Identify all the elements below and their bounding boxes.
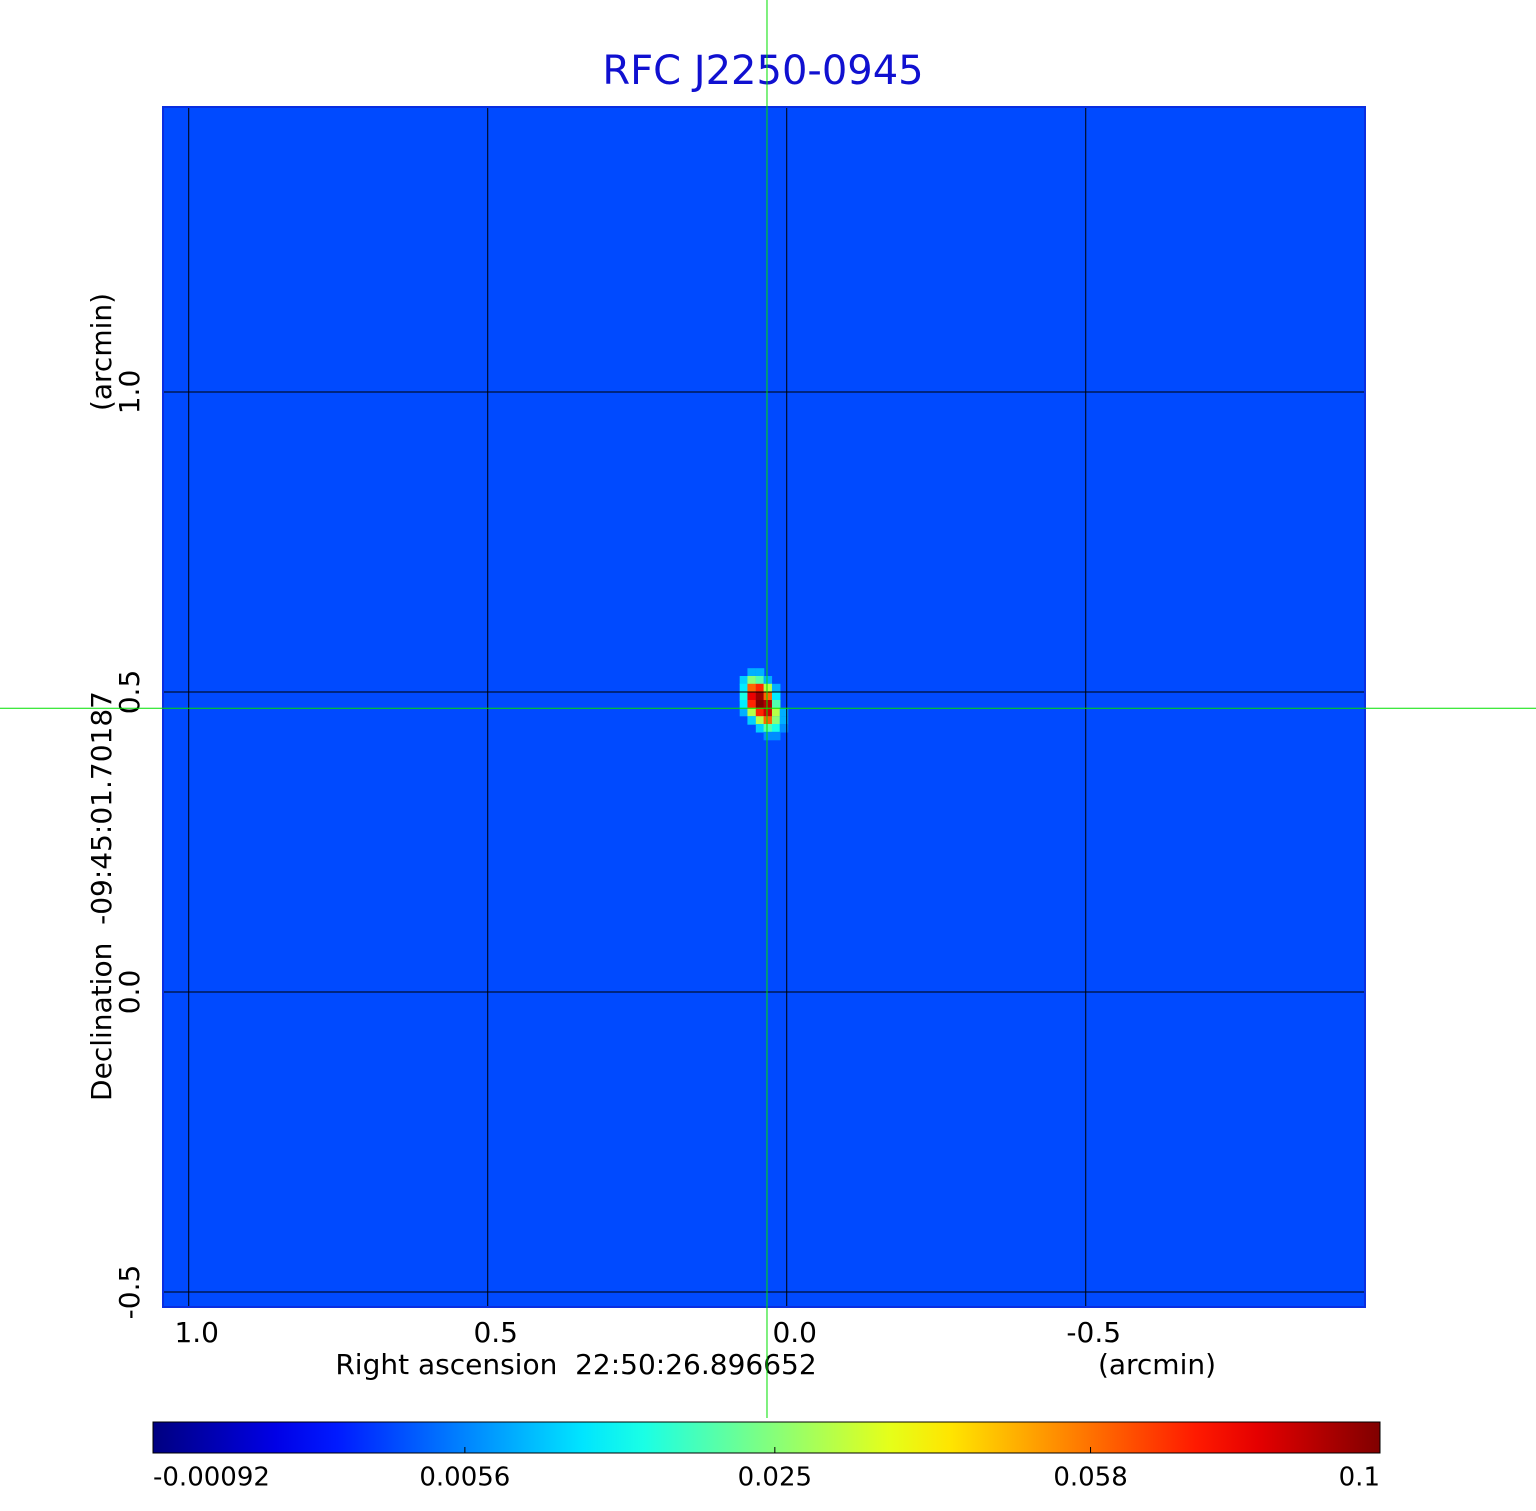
pixel bbox=[763, 700, 773, 709]
y-axis-unit: (arcmin) bbox=[85, 293, 118, 411]
pixel bbox=[763, 692, 773, 701]
pixel bbox=[755, 700, 765, 709]
pixel bbox=[747, 707, 756, 717]
colorbar-tick-label: -0.00092 bbox=[153, 1463, 270, 1493]
plot-frame bbox=[162, 106, 1366, 1308]
pixel bbox=[755, 676, 765, 685]
x-tick-label: 0.0 bbox=[772, 1316, 817, 1349]
colorbar-tick-label: 0.1 bbox=[1339, 1463, 1380, 1493]
pixel bbox=[755, 707, 765, 717]
pixel bbox=[779, 716, 789, 725]
pixel bbox=[755, 724, 765, 733]
pixel bbox=[755, 692, 765, 701]
pixel bbox=[771, 692, 781, 701]
y-tick-label: 0.0 bbox=[113, 970, 146, 1015]
pixel bbox=[755, 668, 765, 677]
pixel bbox=[771, 724, 781, 733]
x-tick-label: 1.0 bbox=[174, 1316, 219, 1349]
pixel bbox=[763, 683, 773, 693]
pixel bbox=[763, 676, 773, 685]
colorbar-tick-label: 0.0056 bbox=[419, 1463, 510, 1493]
y-tick-label: 0.5 bbox=[113, 670, 146, 715]
x-tick-label: -0.5 bbox=[1066, 1316, 1121, 1349]
chart-title: RFC J2250-0945 bbox=[602, 48, 923, 94]
y-axis-label: Declination -09:45:01.70187 bbox=[85, 691, 118, 1101]
pixel bbox=[747, 700, 756, 709]
pixel bbox=[763, 724, 773, 733]
y-tick-label: -0.5 bbox=[113, 1265, 146, 1320]
y-tick-label: 1.0 bbox=[113, 370, 146, 415]
pixel bbox=[747, 716, 756, 725]
pixel bbox=[747, 668, 756, 677]
pixel bbox=[739, 676, 749, 685]
pixel bbox=[747, 683, 756, 693]
pixel bbox=[771, 707, 781, 717]
pixel bbox=[779, 724, 789, 733]
colorbar bbox=[152, 1421, 1381, 1454]
x-tick-label: 0.5 bbox=[473, 1316, 518, 1349]
pixel bbox=[739, 700, 749, 709]
colorbar-tick-label: 0.058 bbox=[1053, 1463, 1127, 1493]
pixel bbox=[771, 700, 781, 709]
pixel bbox=[779, 707, 789, 717]
pixel bbox=[747, 676, 756, 685]
pixel bbox=[755, 683, 765, 693]
pixel bbox=[771, 716, 781, 725]
pixel bbox=[739, 683, 749, 693]
x-axis-unit: (arcmin) bbox=[1098, 1348, 1216, 1381]
pixel bbox=[739, 692, 749, 701]
x-axis-label: Right ascension 22:50:26.896652 bbox=[335, 1348, 816, 1381]
colorbar-tick-label: 0.025 bbox=[738, 1463, 812, 1493]
pixel bbox=[739, 707, 749, 717]
pixel bbox=[747, 692, 756, 701]
pixel bbox=[763, 707, 773, 717]
pixel bbox=[755, 716, 765, 725]
pixel bbox=[763, 731, 773, 741]
pixel bbox=[763, 716, 773, 725]
pixel bbox=[771, 731, 781, 741]
pixel bbox=[771, 683, 781, 693]
